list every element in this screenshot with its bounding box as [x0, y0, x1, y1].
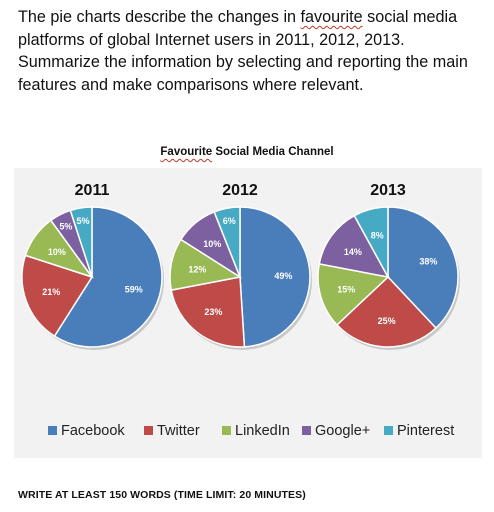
- pie-data-label: 10%: [203, 239, 221, 249]
- pie-data-label: 8%: [371, 231, 384, 241]
- prompt-line-1: The pie charts describe the changes in f…: [18, 6, 486, 29]
- legend-swatch: [384, 426, 393, 435]
- legend-swatch: [222, 426, 231, 435]
- pie-data-label: 15%: [337, 285, 355, 295]
- legend-swatch: [144, 426, 153, 435]
- prompt-line-2: platforms of global Internet users in 20…: [18, 30, 405, 49]
- pie-slice-twitter: [170, 276, 246, 348]
- pie-data-label: 59%: [125, 285, 143, 295]
- legend-label: Google+: [315, 423, 370, 439]
- pie-data-label: 14%: [344, 247, 362, 257]
- pie-slice-facebook: [53, 206, 163, 348]
- prompt-text: The pie charts describe the changes in: [18, 8, 301, 26]
- legend-swatch: [48, 426, 57, 435]
- pie-data-label: 12%: [188, 264, 206, 274]
- pie-year-label: 2013: [370, 182, 406, 199]
- prompt-line-3: Summarize the information by selecting a…: [18, 53, 468, 71]
- pie-data-label: 38%: [419, 257, 437, 267]
- chart-title: Favourite Social Media Channel: [0, 146, 494, 158]
- pie-slice-linkedin: [317, 263, 390, 326]
- prompt-text: social media: [362, 8, 458, 26]
- pie-slice-pinterest: [213, 206, 241, 278]
- pie-slice-twitter: [335, 275, 437, 348]
- legend-label: Facebook: [61, 423, 125, 439]
- pie-data-label: 49%: [274, 271, 292, 281]
- pie-slice-google-: [318, 214, 390, 279]
- pie-data-label: 6%: [223, 216, 236, 226]
- chart-title-word: Favourite: [160, 146, 213, 158]
- pie-data-label: 5%: [59, 221, 72, 231]
- pie-year-label: 2011: [75, 182, 110, 199]
- legend-label: Twitter: [157, 423, 200, 439]
- pie-data-label: 25%: [378, 316, 396, 326]
- word-limit-instruction: WRITE AT LEAST 150 WORDS (TIME LIMIT: 20…: [18, 489, 306, 501]
- chart-title-rest: Social Media Channel: [212, 146, 334, 158]
- pie-slice-pinterest: [69, 206, 93, 278]
- legend-label: LinkedIn: [235, 423, 290, 439]
- pie-year-label: 2012: [222, 182, 258, 199]
- pie-slice-facebook: [387, 206, 459, 330]
- pie-charts: 2011 59% 21% 10% 5% 5% 2012 49% 23% 12% 10% 6% 2013 3…: [14, 168, 482, 458]
- pie-data-label: 23%: [204, 307, 222, 317]
- prompt-spelling-word: favourite: [300, 8, 363, 26]
- legend-swatch: [302, 426, 311, 435]
- pie-data-label: 5%: [76, 216, 89, 226]
- pie-slice-pinterest: [353, 206, 389, 278]
- pie-slice-facebook: [239, 206, 311, 348]
- prompt-line-4: features and make comparisons where rele…: [18, 75, 364, 94]
- task-prompt: The pie charts describe the changes in f…: [18, 6, 486, 96]
- pie-slice-twitter: [21, 254, 94, 338]
- pie-data-label: 21%: [42, 287, 60, 297]
- legend-label: Pinterest: [397, 423, 454, 439]
- pie-data-label: 10%: [48, 247, 66, 257]
